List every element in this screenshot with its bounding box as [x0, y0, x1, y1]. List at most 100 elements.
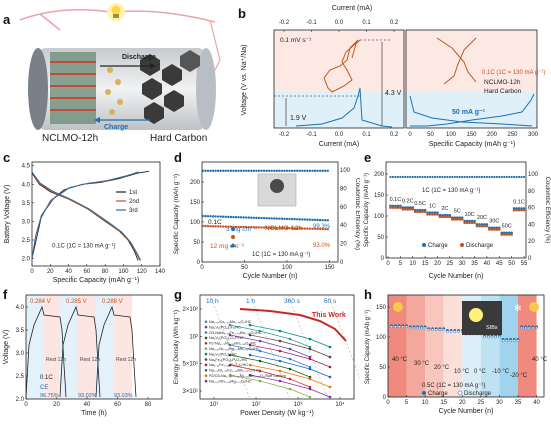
- ce-point: [391, 175, 395, 179]
- ce-point: [280, 169, 284, 172]
- ce-point: [311, 169, 314, 172]
- rate-label: 50C: [502, 224, 512, 230]
- discharge-point: [421, 210, 424, 214]
- discharge-point: [431, 328, 434, 332]
- x-tick-label: 0: [200, 265, 204, 271]
- x-tick-label: 150: [466, 132, 477, 138]
- y-tick-label: 2.5: [22, 238, 31, 244]
- x-tick-label: 250: [507, 132, 518, 138]
- panel-label-g: g: [174, 287, 182, 302]
- discharge-point: [413, 210, 417, 214]
- x-axis-title: Cycle Number (n): [439, 408, 494, 415]
- x-tick-label: 10: [422, 400, 429, 406]
- x-tick-label: 200: [487, 132, 498, 138]
- discharge-12mg-point: [219, 225, 222, 228]
- x-tick-label: 25: [478, 400, 485, 406]
- y-tick-label: 200: [190, 180, 201, 186]
- discharge-point: [427, 328, 431, 332]
- x-tick-label: 45: [496, 261, 503, 267]
- literature-series: [229, 324, 311, 348]
- literature-point: [248, 353, 252, 357]
- discharge-point: [449, 330, 453, 333]
- discharge-point: [505, 233, 508, 236]
- ce-value-1: 96.75%: [40, 393, 59, 399]
- top-x-tick-label: 0.1: [362, 20, 371, 26]
- rate-annotation: 1C (1C = 130 mA g⁻¹): [422, 188, 480, 194]
- discharge-point: [490, 335, 494, 339]
- charge-3mg-point: [303, 218, 307, 221]
- chart-d: 0 50 100 150 0 50 100 150 200 0 20 40 60 80 100 Cycle N…: [173, 161, 361, 280]
- ce-point: [326, 169, 329, 172]
- snowflake-icon: ✻: [514, 303, 522, 313]
- literature-point: [258, 369, 262, 373]
- charge-3mg-point: [278, 217, 281, 220]
- discharge-point: [416, 326, 420, 330]
- legend-discharge: Discharge: [464, 391, 492, 397]
- discharge-point: [522, 208, 526, 212]
- discharge-point: [394, 206, 397, 209]
- y-axis-title: Energy Density (Wh kg⁻¹): [173, 310, 180, 384]
- legend-marker-charge: [422, 243, 426, 247]
- literature-point: [328, 375, 332, 379]
- ce-point: [458, 175, 461, 179]
- discharge-point: [428, 213, 432, 216]
- rate-label: 0.1C: [40, 375, 53, 381]
- voltage-19-label: 1.9 V: [290, 115, 307, 122]
- discharge-point: [473, 221, 476, 225]
- discharge-12mg-point: [316, 227, 319, 231]
- discharge-point: [408, 326, 412, 330]
- x-tick-label: 50: [241, 265, 248, 271]
- panel-a: a: [0, 0, 230, 150]
- ce-point: [389, 175, 392, 179]
- charge-3mg-point: [224, 215, 227, 219]
- discharge-point: [468, 221, 471, 225]
- charge-3mg-point: [267, 217, 271, 220]
- charge-3mg-point: [262, 216, 266, 220]
- charge-3mg-point: [237, 216, 240, 219]
- ce-point: [222, 169, 225, 172]
- literature-series: [229, 364, 311, 388]
- ce-point: [285, 169, 289, 172]
- y-tick-label: 5×10¹: [182, 362, 198, 368]
- ce-point: [483, 175, 486, 179]
- x-tick-label: 35: [515, 400, 522, 406]
- charge-3mg-point: [296, 218, 299, 221]
- literature-series: [249, 324, 331, 348]
- ce-point: [409, 175, 412, 179]
- x-tick-label: 50: [427, 132, 434, 138]
- panel-b: b Current (mA) -0.2 -0.1 0.0 0.1 0.2 -0.2 -0.1 0…: [232, 0, 551, 150]
- literature-point: [248, 333, 252, 337]
- ce-point: [406, 175, 409, 179]
- x-tick-label: 0: [386, 400, 390, 406]
- ce-value-2: 93.02%: [78, 393, 97, 399]
- temperature-band: [406, 295, 426, 397]
- ce-point: [262, 169, 266, 172]
- discharge-point: [420, 326, 423, 330]
- charge-3mg-point: [242, 216, 245, 219]
- y-right-tick-label: 60: [340, 205, 347, 211]
- discharge-point: [397, 325, 401, 329]
- y-tick-label: 2.5: [16, 374, 25, 380]
- discharge-12mg-point: [313, 227, 317, 231]
- x-tick-label: 20: [53, 402, 60, 408]
- panel-h: h 0 5 10 15 20 25 30 35 40 0 50 100 150 Cycle Number …: [362, 285, 551, 421]
- discharge-12mg-point: [267, 226, 271, 229]
- ce-point: [239, 169, 243, 172]
- ce-point: [247, 169, 250, 172]
- discharge-point: [453, 330, 457, 333]
- axes-frame: [199, 294, 355, 400]
- ce-point: [214, 169, 217, 172]
- discharge-12mg-point: [298, 227, 301, 230]
- literature-point: [248, 373, 252, 377]
- discharge-12mg-point: [260, 226, 263, 229]
- literature-point: [228, 323, 232, 327]
- y-tick-label: 3.0: [16, 351, 25, 357]
- literature-point: [328, 355, 332, 359]
- x-tick-label: 10⁴: [335, 401, 345, 408]
- ce-point: [303, 169, 307, 172]
- inset-label: SIBs: [486, 325, 498, 331]
- ce-point: [426, 175, 429, 179]
- ce-point: [478, 175, 481, 179]
- legend-label: Na₃V₂(PO₄)₃/HC: [209, 352, 237, 356]
- discharge-12mg-point: [318, 227, 322, 231]
